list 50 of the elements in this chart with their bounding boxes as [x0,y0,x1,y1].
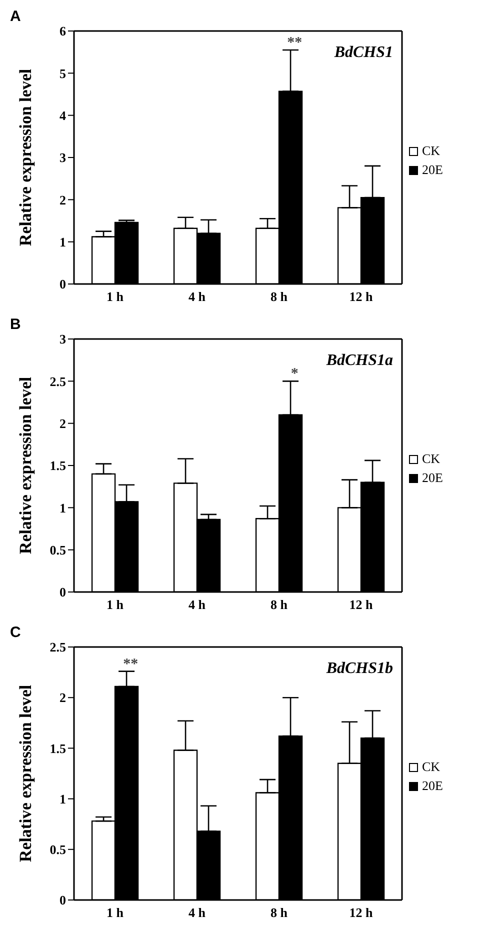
x-tick-label: 12 h [349,289,374,304]
x-tick-label: 1 h [106,905,124,920]
annotation: ** [123,656,138,672]
annotation: * [290,366,298,382]
x-tick-label: 4 h [188,905,206,920]
x-tick-label: 4 h [188,597,206,612]
chart-title: C [10,624,21,641]
y-tick-label: 6 [60,24,66,39]
y-tick-label: 0 [60,276,66,292]
annotation: ** [287,34,302,51]
y-tick-label: 4 [60,108,66,123]
y-tick-label: 1.5 [50,740,66,756]
y-tick-label: 2 [60,690,66,706]
legend-label: 20E [422,778,443,794]
y-tick-label: 2.5 [50,640,66,655]
x-tick-label: 12 h [349,597,374,612]
legend-label: 20E [422,162,443,178]
x-tick-label: 8 h [270,597,288,612]
legend-label: CK [422,759,440,775]
text: BdCHS1a [326,352,393,370]
y-tick-label: 0 [60,892,66,908]
x-tick-label: 8 h [270,905,288,920]
y-axis-title: Relative expression level [16,68,36,246]
y-tick-label: 2 [60,416,66,431]
x-tick-label: 1 h [106,289,124,304]
y-tick-label: 0 [60,584,66,600]
legend-label: CK [422,143,440,159]
x-tick-label: 4 h [188,289,206,304]
y-tick-label: 0.5 [50,842,66,858]
legend-label: CK [422,451,440,467]
y-tick-label: 1 [60,500,66,516]
text: BdCHS1b [326,660,393,678]
x-tick-label: 12 h [349,905,374,920]
y-axis-title: Relative expression level [16,684,36,862]
y-tick-label: 2 [60,192,66,208]
y-tick-label: 3 [60,150,66,166]
chart-title: A [10,8,21,25]
text: BdCHS1 [334,44,393,62]
y-axis-title: Relative expression level [16,376,36,554]
y-tick-label: 1 [60,791,66,806]
y-tick-label: 1.5 [50,458,66,474]
y-tick-label: 1 [60,234,66,250]
y-tick-label: 0.5 [50,542,66,558]
y-tick-label: 2.5 [50,374,66,389]
chart-title: B [10,316,21,333]
x-tick-label: 8 h [270,289,288,304]
x-tick-label: 1 h [106,597,124,612]
y-tick-label: 3 [60,332,66,347]
y-tick-label: 5 [60,66,66,81]
legend-label: 20E [422,470,443,486]
